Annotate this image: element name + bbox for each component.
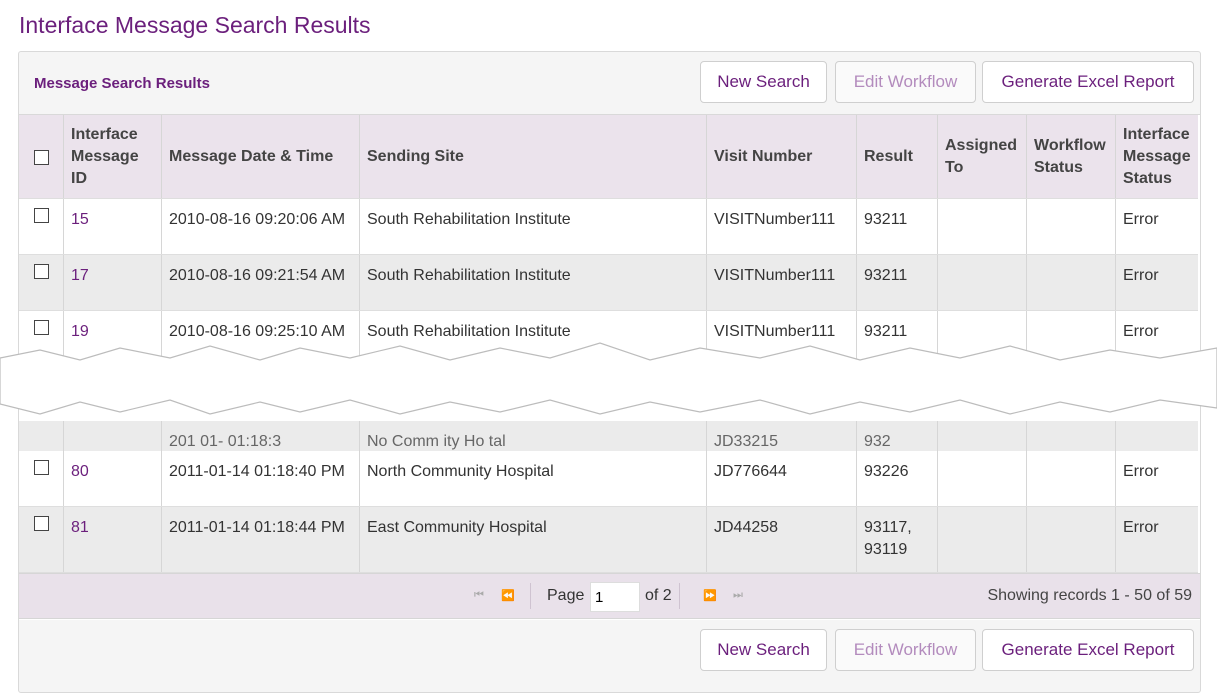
message-status: Error <box>1123 463 1159 480</box>
result: 93117, 93119 <box>857 507 938 572</box>
message-id-link[interactable]: 15 <box>64 199 162 254</box>
result: 93211 <box>857 255 938 310</box>
message-status: Error <box>1123 323 1159 340</box>
results-panel: Message Search Results New Search Edit W… <box>18 51 1201 693</box>
header-interface-message-status[interactable]: Interface Message Status <box>1123 125 1191 187</box>
sending-site: North Community Hospital <box>360 451 707 506</box>
row-checkbox[interactable] <box>34 516 49 531</box>
pagination-bar: ⏮ ⏪ Page of 2 ⏩ ⏭ Showing records 1 - 50… <box>19 573 1200 619</box>
visit-number: JD44258 <box>707 507 857 572</box>
message-id-link[interactable]: 17 <box>64 255 162 310</box>
records-status: Showing records 1 - 50 of 59 <box>987 587 1192 604</box>
page-count: of 2 <box>645 587 672 604</box>
workflow-status <box>1027 451 1116 506</box>
message-datetime: 2011-01-14 01:18:40 PM <box>162 451 360 506</box>
message-status: Error <box>1123 519 1159 536</box>
new-search-button[interactable]: New Search <box>700 61 827 103</box>
generate-excel-report-button-bottom[interactable]: Generate Excel Report <box>982 629 1194 671</box>
result: 93226 <box>857 451 938 506</box>
results-table: Interface Message ID Message Date & Time… <box>19 114 1200 620</box>
page-title: Interface Message Search Results <box>19 12 371 38</box>
sending-site: South Rehabilitation Institute <box>360 255 707 310</box>
assigned-to <box>938 311 1027 366</box>
last-page-icon[interactable]: ⏭ <box>733 589 743 601</box>
visit-number: VISITNumber111 <box>707 255 857 310</box>
header-message-date-time[interactable]: Message Date & Time <box>162 115 360 198</box>
message-datetime: 201 01- 01:18:3 <box>162 421 360 476</box>
pager-divider <box>530 583 531 609</box>
header-sending-site[interactable]: Sending Site <box>360 115 707 198</box>
select-all-checkbox[interactable] <box>33 149 49 165</box>
table-row[interactable]: 15 2010-08-16 09:20:06 AM South Rehabili… <box>19 199 1198 255</box>
select-all-cell <box>19 115 64 198</box>
workflow-status <box>1027 507 1116 572</box>
sending-site: No Comm ity Ho tal <box>360 421 707 476</box>
row-checkbox[interactable] <box>34 460 49 475</box>
message-datetime: 2011-01-14 01:18:44 PM <box>162 507 360 572</box>
message-datetime: 2010-08-16 09:20:06 AM <box>162 199 360 254</box>
message-status: Error <box>1123 267 1159 284</box>
assigned-to <box>938 199 1027 254</box>
visit-number: JD33215 <box>707 421 857 476</box>
header-workflow-status[interactable]: Workflow Status <box>1027 115 1116 198</box>
result: 932 <box>857 421 938 476</box>
header-interface-message-id[interactable]: Interface Message ID <box>64 115 162 198</box>
edit-workflow-button-bottom[interactable]: Edit Workflow <box>835 629 976 671</box>
header-assigned-to[interactable]: Assigned To <box>938 115 1027 198</box>
message-datetime: 2010-08-16 09:21:54 AM <box>162 255 360 310</box>
header-result[interactable]: Result <box>857 115 938 198</box>
page-number-input[interactable] <box>590 582 640 612</box>
message-datetime: 2010-08-16 09:25:10 AM <box>162 311 360 366</box>
panel-header: Message Search Results New Search Edit W… <box>19 52 1200 114</box>
visit-number: VISITNumber111 <box>707 311 857 366</box>
table-row[interactable]: 80 2011-01-14 01:18:40 PM North Communit… <box>19 451 1198 507</box>
generate-excel-report-button[interactable]: Generate Excel Report <box>982 61 1194 103</box>
sending-site: South Rehabilitation Institute <box>360 311 707 366</box>
row-checkbox[interactable] <box>34 208 49 223</box>
table-header: Interface Message ID Message Date & Time… <box>19 115 1198 199</box>
result: 93211 <box>857 311 938 366</box>
assigned-to <box>938 451 1027 506</box>
workflow-status <box>1027 199 1116 254</box>
visit-number: JD776644 <box>707 451 857 506</box>
row-checkbox[interactable] <box>34 320 49 335</box>
table-row[interactable]: 17 2010-08-16 09:21:54 AM South Rehabili… <box>19 255 1198 311</box>
result: 93211 <box>857 199 938 254</box>
message-status: Error <box>1123 211 1159 228</box>
edit-workflow-button[interactable]: Edit Workflow <box>835 61 976 103</box>
message-id-link[interactable]: 19 <box>64 311 162 366</box>
next-page-icon[interactable]: ⏩ <box>703 590 717 602</box>
message-id-link[interactable]: 81 <box>64 507 162 572</box>
visit-number: VISITNumber111 <box>707 199 857 254</box>
row-checkbox[interactable] <box>34 264 49 279</box>
assigned-to <box>938 255 1027 310</box>
table-row[interactable]: 19 2010-08-16 09:25:10 AM South Rehabili… <box>19 311 1198 367</box>
message-id-link[interactable]: 80 <box>64 451 162 506</box>
pager-divider <box>679 583 680 609</box>
header-visit-number[interactable]: Visit Number <box>707 115 857 198</box>
workflow-status <box>1027 255 1116 310</box>
page-label: Page <box>547 587 585 604</box>
new-search-button-bottom[interactable]: New Search <box>700 629 827 671</box>
workflow-status <box>1027 311 1116 366</box>
panel-title: Message Search Results <box>34 75 210 92</box>
sending-site: East Community Hospital <box>360 507 707 572</box>
prev-page-icon[interactable]: ⏪ <box>501 590 515 602</box>
table-row[interactable]: 81 2011-01-14 01:18:44 PM East Community… <box>19 507 1198 573</box>
assigned-to <box>938 507 1027 572</box>
first-page-icon[interactable]: ⏮ <box>474 589 484 601</box>
sending-site: South Rehabilitation Institute <box>360 199 707 254</box>
